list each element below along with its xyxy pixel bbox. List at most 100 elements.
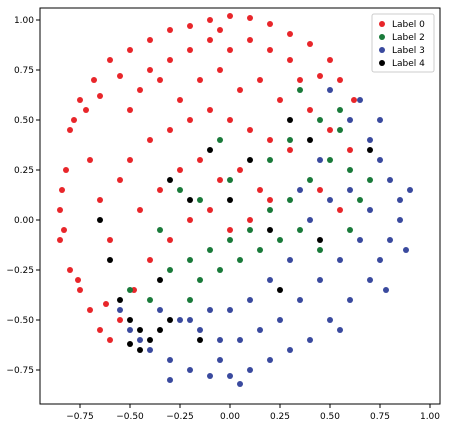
plot-frame xyxy=(39,7,441,405)
data-point xyxy=(61,227,67,233)
data-point xyxy=(157,307,163,313)
data-point xyxy=(247,127,253,133)
data-point xyxy=(217,137,223,143)
data-point xyxy=(107,57,113,63)
data-point xyxy=(207,207,213,213)
data-point xyxy=(67,127,73,133)
data-point xyxy=(351,97,357,103)
data-point xyxy=(59,187,65,193)
data-point xyxy=(147,67,153,73)
legend-marker xyxy=(379,47,385,53)
data-point xyxy=(317,247,323,253)
data-point xyxy=(227,237,233,243)
data-point xyxy=(267,207,273,213)
data-point xyxy=(337,107,343,113)
data-point xyxy=(337,207,343,213)
data-point xyxy=(327,197,333,203)
data-point xyxy=(207,147,213,153)
data-point xyxy=(287,117,293,123)
data-point xyxy=(327,87,333,93)
data-point xyxy=(167,317,173,323)
legend-label: Label 4 xyxy=(392,59,425,69)
data-point xyxy=(127,327,133,333)
data-point xyxy=(327,57,333,63)
data-point xyxy=(347,147,353,153)
data-point xyxy=(287,147,293,153)
data-point xyxy=(267,47,273,53)
data-point xyxy=(387,237,393,243)
data-point xyxy=(257,247,263,253)
data-point xyxy=(287,197,293,203)
data-point xyxy=(267,21,273,27)
data-point xyxy=(327,157,333,163)
y-tick-label: 0.50 xyxy=(14,116,34,126)
data-point xyxy=(187,257,193,263)
data-point xyxy=(127,157,133,163)
data-point xyxy=(137,87,143,93)
data-point xyxy=(317,117,323,123)
data-point xyxy=(297,87,303,93)
y-tick-label: 0.25 xyxy=(14,166,34,176)
data-point xyxy=(257,327,263,333)
data-point xyxy=(167,57,173,63)
data-point xyxy=(117,317,123,323)
data-point xyxy=(307,41,313,47)
data-point xyxy=(67,267,73,273)
data-point xyxy=(107,337,113,343)
y-tick-label: −0.50 xyxy=(6,316,34,326)
data-point xyxy=(227,197,233,203)
data-point xyxy=(257,187,263,193)
data-point xyxy=(137,347,143,353)
data-point xyxy=(187,117,193,123)
data-point xyxy=(217,27,223,33)
data-point xyxy=(347,117,353,123)
data-point xyxy=(207,37,213,43)
data-point xyxy=(307,137,313,143)
data-point xyxy=(187,47,193,53)
data-point xyxy=(277,317,283,323)
data-point xyxy=(97,197,103,203)
data-point xyxy=(127,47,133,53)
legend-box xyxy=(371,13,435,73)
data-point xyxy=(77,287,83,293)
data-point xyxy=(137,337,143,343)
data-point xyxy=(237,87,243,93)
data-point xyxy=(317,157,323,163)
data-point xyxy=(317,277,323,283)
data-point xyxy=(187,297,193,303)
data-point xyxy=(177,167,183,173)
data-point xyxy=(367,207,373,213)
data-point xyxy=(187,367,193,373)
data-point xyxy=(287,137,293,143)
data-point xyxy=(217,337,223,343)
data-point xyxy=(75,277,81,283)
data-point xyxy=(267,277,273,283)
data-point xyxy=(147,37,153,43)
data-point xyxy=(247,227,253,233)
data-point xyxy=(377,157,383,163)
data-point xyxy=(297,297,303,303)
data-point xyxy=(403,247,409,253)
data-point xyxy=(197,337,203,343)
x-tick-label: −0.25 xyxy=(166,412,194,422)
data-point xyxy=(167,27,173,33)
data-point xyxy=(237,337,243,343)
data-point xyxy=(227,373,233,379)
legend-label: Label 3 xyxy=(392,46,425,56)
data-point xyxy=(337,127,343,133)
data-point xyxy=(347,167,353,173)
data-point xyxy=(83,107,89,113)
data-point xyxy=(247,297,253,303)
legend-marker xyxy=(379,34,385,40)
data-point xyxy=(87,157,93,163)
data-point xyxy=(337,327,343,333)
series-label-4 xyxy=(97,117,373,353)
x-tick-label: −0.75 xyxy=(66,412,94,422)
x-tick-label: 0.50 xyxy=(320,412,340,422)
data-point xyxy=(383,287,389,293)
data-point xyxy=(157,227,163,233)
data-point xyxy=(307,217,313,223)
data-point xyxy=(71,117,77,123)
data-point xyxy=(207,373,213,379)
